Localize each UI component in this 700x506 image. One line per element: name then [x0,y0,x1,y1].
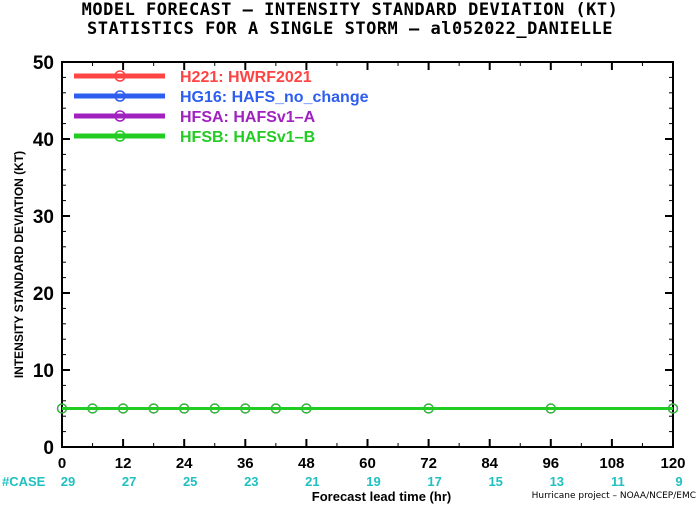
case-count: 19 [366,474,380,489]
data-point [423,403,434,414]
legend-marker [114,130,126,142]
data-point [667,403,679,414]
legend-marker [114,70,126,82]
case-count: 27 [122,474,136,489]
legend-label: HG16: HAFS_no_change [180,89,369,106]
y-tick-label: 10 [33,361,54,382]
data-point [270,403,281,414]
data-point [240,403,251,414]
x-tick-label: 84 [481,455,498,472]
x-tick-label: 120 [660,455,685,472]
x-tick-label: 24 [176,455,193,472]
legend-label: HFSB: HAFSv1–B [180,129,315,146]
data-point [209,403,220,414]
x-tick-label: 36 [237,455,254,472]
data-point [179,403,190,414]
x-tick-label: 96 [542,455,559,472]
case-count: 21 [305,474,319,489]
case-count: 9 [675,474,682,489]
plot-frame [61,61,674,448]
case-count: 13 [550,474,564,489]
data-point [148,403,159,414]
case-label: #CASE [2,474,46,489]
data-point [117,403,129,414]
legend-label: HFSA: HAFSv1–A [180,109,316,126]
case-count: 29 [61,474,75,489]
legend-marker [114,110,126,122]
data-point [301,403,312,414]
case-count: 25 [183,474,197,489]
y-axis-label: INTENSITY STANDARD DEVIATION (KT) [12,151,26,378]
data-point [545,403,556,414]
x-axis-label: Forecast lead time (hr) [312,489,451,504]
credit-text: Hurricane project – NOAA/NCEP/EMC [531,491,696,501]
case-count: 17 [427,474,441,489]
legend-marker [114,90,126,102]
y-tick-label: 30 [33,207,54,228]
y-tick-label: 0 [43,438,54,459]
x-tick-label: 12 [115,455,132,472]
x-tick-label: 48 [298,455,315,472]
chart-title: MODEL FORECAST – INTENSITY STANDARD DEVI… [81,0,619,20]
data-point [87,403,98,414]
x-tick-label: 60 [359,455,376,472]
x-tick-label: 72 [420,455,437,472]
case-count: 23 [244,474,258,489]
x-tick-label: 108 [599,455,624,472]
data-point [56,403,68,414]
chart-subtitle: STATISTICS FOR A SINGLE STORM – al052022… [86,19,613,39]
case-count: 11 [611,474,625,489]
y-tick-label: 50 [33,53,54,74]
case-count: 15 [488,474,502,489]
legend-label: H221: HWRF2021 [180,69,312,86]
y-tick-label: 20 [33,284,54,305]
y-tick-label: 40 [33,130,54,151]
x-tick-label: 0 [58,455,66,472]
